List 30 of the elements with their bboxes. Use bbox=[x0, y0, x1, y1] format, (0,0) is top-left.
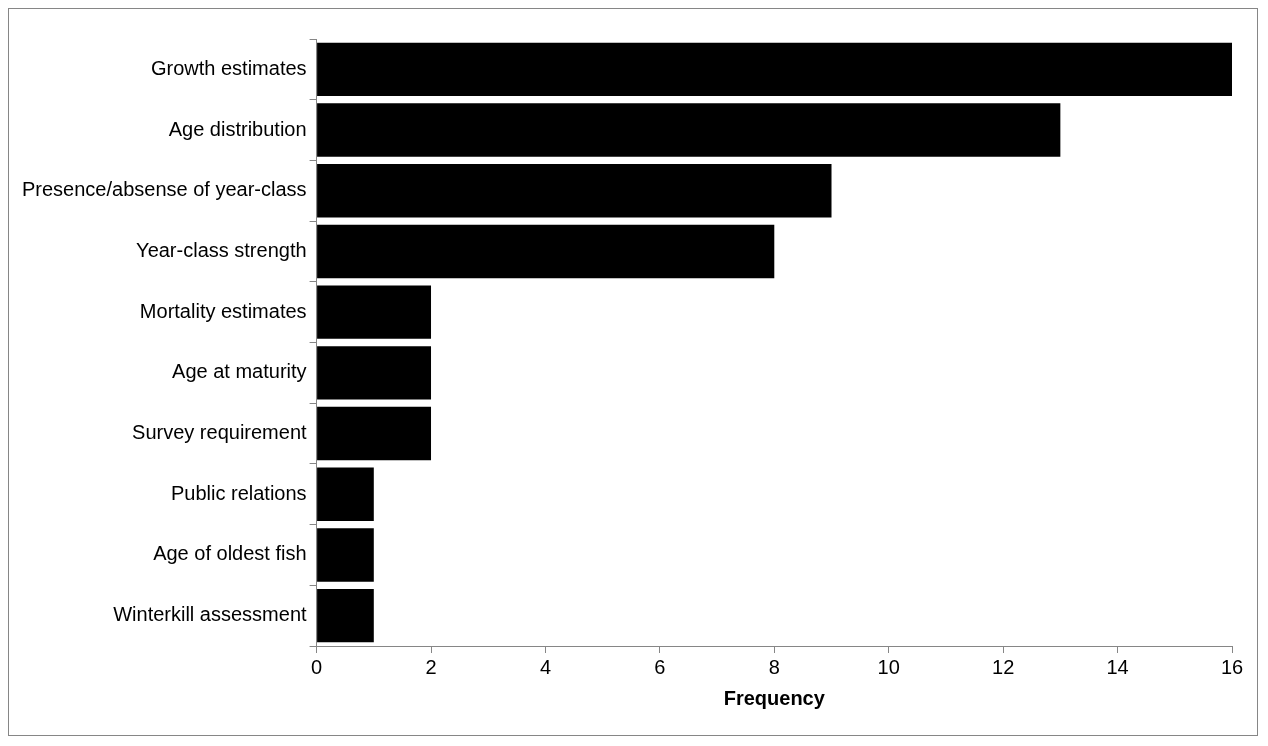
bar bbox=[317, 467, 374, 521]
x-tick-label: 16 bbox=[1220, 655, 1244, 678]
y-tick-label: Age of oldest fish bbox=[153, 542, 307, 565]
x-tick-label: 4 bbox=[539, 655, 551, 678]
y-tick-label: Public relations bbox=[170, 481, 307, 504]
bar bbox=[317, 224, 775, 279]
y-tick-label: Year-class strength bbox=[136, 238, 307, 261]
y-tick-label: Age at maturity bbox=[172, 360, 307, 383]
x-tick-label: 10 bbox=[877, 655, 900, 678]
bar bbox=[317, 528, 374, 582]
y-tick-label: Age distribution bbox=[168, 117, 307, 140]
bar bbox=[317, 103, 1061, 157]
x-tick-label: 6 bbox=[654, 655, 666, 678]
bar bbox=[317, 285, 432, 339]
x-tick-label: 12 bbox=[992, 655, 1015, 678]
x-axis-title: Frequency bbox=[723, 686, 826, 709]
y-tick-label: Mortality estimates bbox=[139, 299, 307, 322]
bar bbox=[317, 164, 832, 218]
bar bbox=[317, 42, 1232, 97]
x-tick-label: 8 bbox=[768, 655, 780, 678]
x-tick-label: 0 bbox=[311, 655, 323, 678]
x-tick-label: 2 bbox=[425, 655, 437, 678]
y-tick-label: Growth estimates bbox=[150, 56, 307, 79]
x-tick-label: 14 bbox=[1106, 655, 1129, 678]
bar bbox=[317, 346, 432, 400]
y-tick-label: Survey requirement bbox=[132, 421, 308, 444]
bar bbox=[317, 588, 374, 643]
bar bbox=[317, 406, 432, 461]
y-tick-label: Presence/absense of year-class bbox=[22, 178, 307, 201]
y-tick-label: Winterkill assessment bbox=[113, 603, 308, 626]
